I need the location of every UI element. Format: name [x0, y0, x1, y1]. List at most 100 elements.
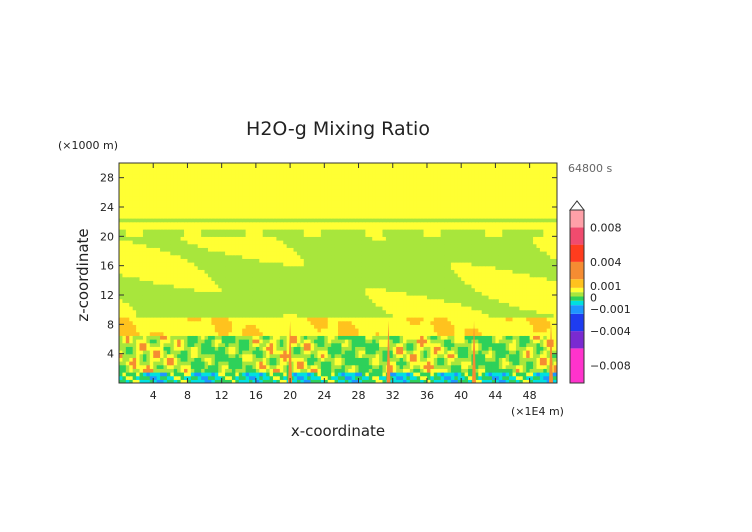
field-cell — [481, 313, 486, 318]
field-cell — [201, 368, 206, 373]
field-cell — [420, 313, 425, 318]
field-cell — [409, 265, 414, 270]
field-cell — [129, 243, 134, 248]
field-cell — [533, 280, 538, 285]
field-cell — [262, 350, 267, 355]
field-cell — [177, 379, 182, 383]
field-cell — [276, 258, 281, 263]
field-cell — [396, 306, 401, 311]
field-cell — [160, 335, 165, 340]
field-cell — [403, 240, 408, 245]
field-cell — [238, 309, 243, 314]
field-cell — [245, 265, 250, 270]
field-cell — [119, 317, 124, 322]
field-cell — [197, 247, 202, 252]
field-cell — [324, 364, 329, 369]
field-cell — [139, 276, 144, 281]
field-cell — [269, 254, 274, 259]
field-cell — [539, 262, 544, 267]
field-cell — [307, 361, 312, 366]
field-cell — [190, 361, 195, 366]
field-cell — [259, 306, 264, 311]
field-cell — [365, 309, 370, 314]
field-cell — [245, 276, 250, 281]
field-cell — [173, 262, 178, 267]
field-cell — [522, 295, 527, 300]
field-cell — [491, 361, 496, 366]
field-cell — [526, 273, 531, 278]
field-cell — [214, 258, 219, 263]
field-cell — [481, 339, 486, 344]
field-cell — [197, 342, 202, 347]
field-cell — [160, 280, 165, 285]
field-cell — [214, 287, 219, 292]
field-cell — [242, 357, 247, 362]
field-cell — [515, 302, 520, 307]
field-cell — [119, 298, 124, 303]
field-cell — [211, 320, 216, 325]
field-cell — [505, 320, 510, 325]
field-cell — [180, 328, 185, 333]
field-cell — [314, 339, 319, 344]
field-cell — [221, 302, 226, 307]
field-cell — [214, 276, 219, 281]
field-cell — [259, 324, 264, 329]
field-cell — [468, 317, 473, 322]
field-cell — [177, 291, 182, 296]
field-cell — [276, 284, 281, 289]
field-cell — [437, 324, 442, 329]
field-cell — [272, 306, 277, 311]
field-cell — [320, 342, 325, 347]
field-cell — [166, 269, 171, 274]
field-cell — [406, 240, 411, 245]
field-cell — [471, 298, 476, 303]
field-cell — [197, 346, 202, 351]
field-cell — [348, 254, 353, 259]
field-cell — [365, 243, 370, 248]
field-cell — [509, 342, 514, 347]
field-cell — [420, 339, 425, 344]
field-cell — [437, 309, 442, 314]
field-cell — [149, 269, 154, 274]
field-cell — [529, 342, 534, 347]
field-cell — [125, 276, 130, 281]
field-cell — [146, 379, 151, 383]
field-cell — [303, 254, 308, 259]
field-cell — [177, 306, 182, 311]
field-cell — [389, 357, 394, 362]
field-cell — [235, 339, 240, 344]
field-cell — [129, 342, 134, 347]
field-cell — [119, 357, 124, 362]
field-cell — [204, 313, 209, 318]
field-cell — [553, 298, 557, 303]
field-cell — [119, 295, 124, 300]
field-cell — [290, 346, 295, 351]
field-cell — [136, 306, 141, 311]
field-cell — [269, 269, 274, 274]
field-cell — [341, 317, 346, 322]
field-cell — [478, 243, 483, 248]
field-cell — [194, 262, 199, 267]
field-cell — [177, 302, 182, 307]
field-cell — [365, 287, 370, 292]
field-cell — [341, 342, 346, 347]
field-cell — [163, 346, 168, 351]
field-cell — [242, 324, 247, 329]
field-cell — [372, 284, 377, 289]
field-cell — [430, 262, 435, 267]
field-cell — [529, 273, 534, 278]
field-cell — [242, 276, 247, 281]
field-cell — [341, 328, 346, 333]
field-cell — [440, 379, 445, 383]
field-cell — [156, 309, 161, 314]
field-cell — [252, 353, 257, 358]
field-cell — [358, 269, 363, 274]
field-cell — [170, 320, 175, 325]
field-cell — [365, 331, 370, 336]
field-cell — [163, 350, 168, 355]
field-cell — [231, 302, 236, 307]
field-cell — [461, 361, 466, 366]
field-cell — [173, 372, 178, 377]
field-cell — [303, 298, 308, 303]
field-cell — [389, 269, 394, 274]
